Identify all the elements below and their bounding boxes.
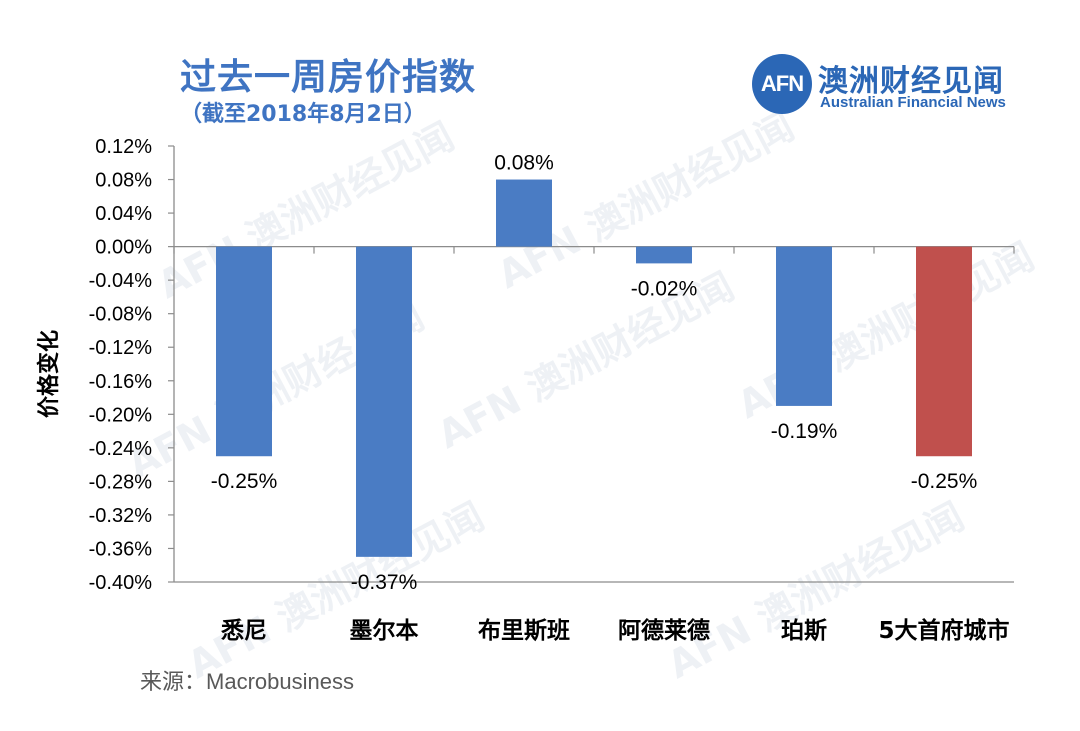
brand-name-en: Australian Financial News [820, 94, 1006, 111]
source-label: 来源： [140, 670, 207, 695]
y-tick-label: 0.12% [95, 136, 152, 158]
brand-block: AFN 澳洲财经见闻 Australian Financial News [752, 54, 1052, 118]
y-tick-label: -0.16% [89, 371, 153, 393]
y-tick-label: -0.28% [89, 471, 153, 493]
y-tick-label: -0.36% [89, 538, 153, 560]
y-tick-label: -0.12% [89, 337, 153, 359]
bar-value-label: 0.08% [494, 152, 554, 175]
category-label: 悉尼 [221, 618, 267, 644]
y-tick-label: -0.40% [89, 572, 153, 594]
bar-5 [916, 246, 972, 457]
bar-value-label: -0.25% [911, 470, 978, 493]
bar-value-label: -0.37% [351, 571, 418, 594]
y-tick-label: -0.24% [89, 438, 153, 460]
category-label: 布里斯班 [478, 617, 570, 644]
y-tick-label: -0.20% [89, 404, 153, 426]
y-tick-label: -0.04% [89, 270, 153, 292]
afn-logo: AFN [752, 54, 812, 114]
bar-value-label: -0.25% [211, 470, 278, 493]
y-tick-label: -0.32% [89, 505, 153, 527]
bar-3 [636, 246, 692, 264]
brand-name-cn: 澳洲财经见闻 [818, 64, 1004, 99]
bar-2 [496, 179, 552, 247]
chart-subtitle: （截至2018年8月2日） [180, 102, 426, 127]
chart-title: 过去一周房价指数 [180, 57, 477, 98]
category-label: 墨尔本 [350, 617, 419, 644]
category-label: 珀斯 [781, 617, 827, 644]
bar-value-label: -0.19% [771, 420, 838, 443]
y-tick-label: -0.08% [89, 304, 153, 326]
y-tick-label: 0.00% [95, 237, 152, 259]
y-tick-label: 0.08% [95, 170, 152, 192]
source-note: 来源：Macrobusiness [140, 664, 354, 696]
bar-0 [216, 246, 272, 457]
category-label: 5大首府城市 [878, 617, 1009, 644]
bar-4 [776, 246, 832, 406]
bar-1 [356, 246, 412, 557]
category-label: 阿德莱德 [618, 617, 710, 644]
source-value: Macrobusiness [206, 669, 354, 694]
y-tick-label: 0.04% [95, 203, 152, 225]
y-axis-title: 价格变化 [36, 330, 62, 418]
bar-value-label: -0.02% [631, 277, 698, 300]
